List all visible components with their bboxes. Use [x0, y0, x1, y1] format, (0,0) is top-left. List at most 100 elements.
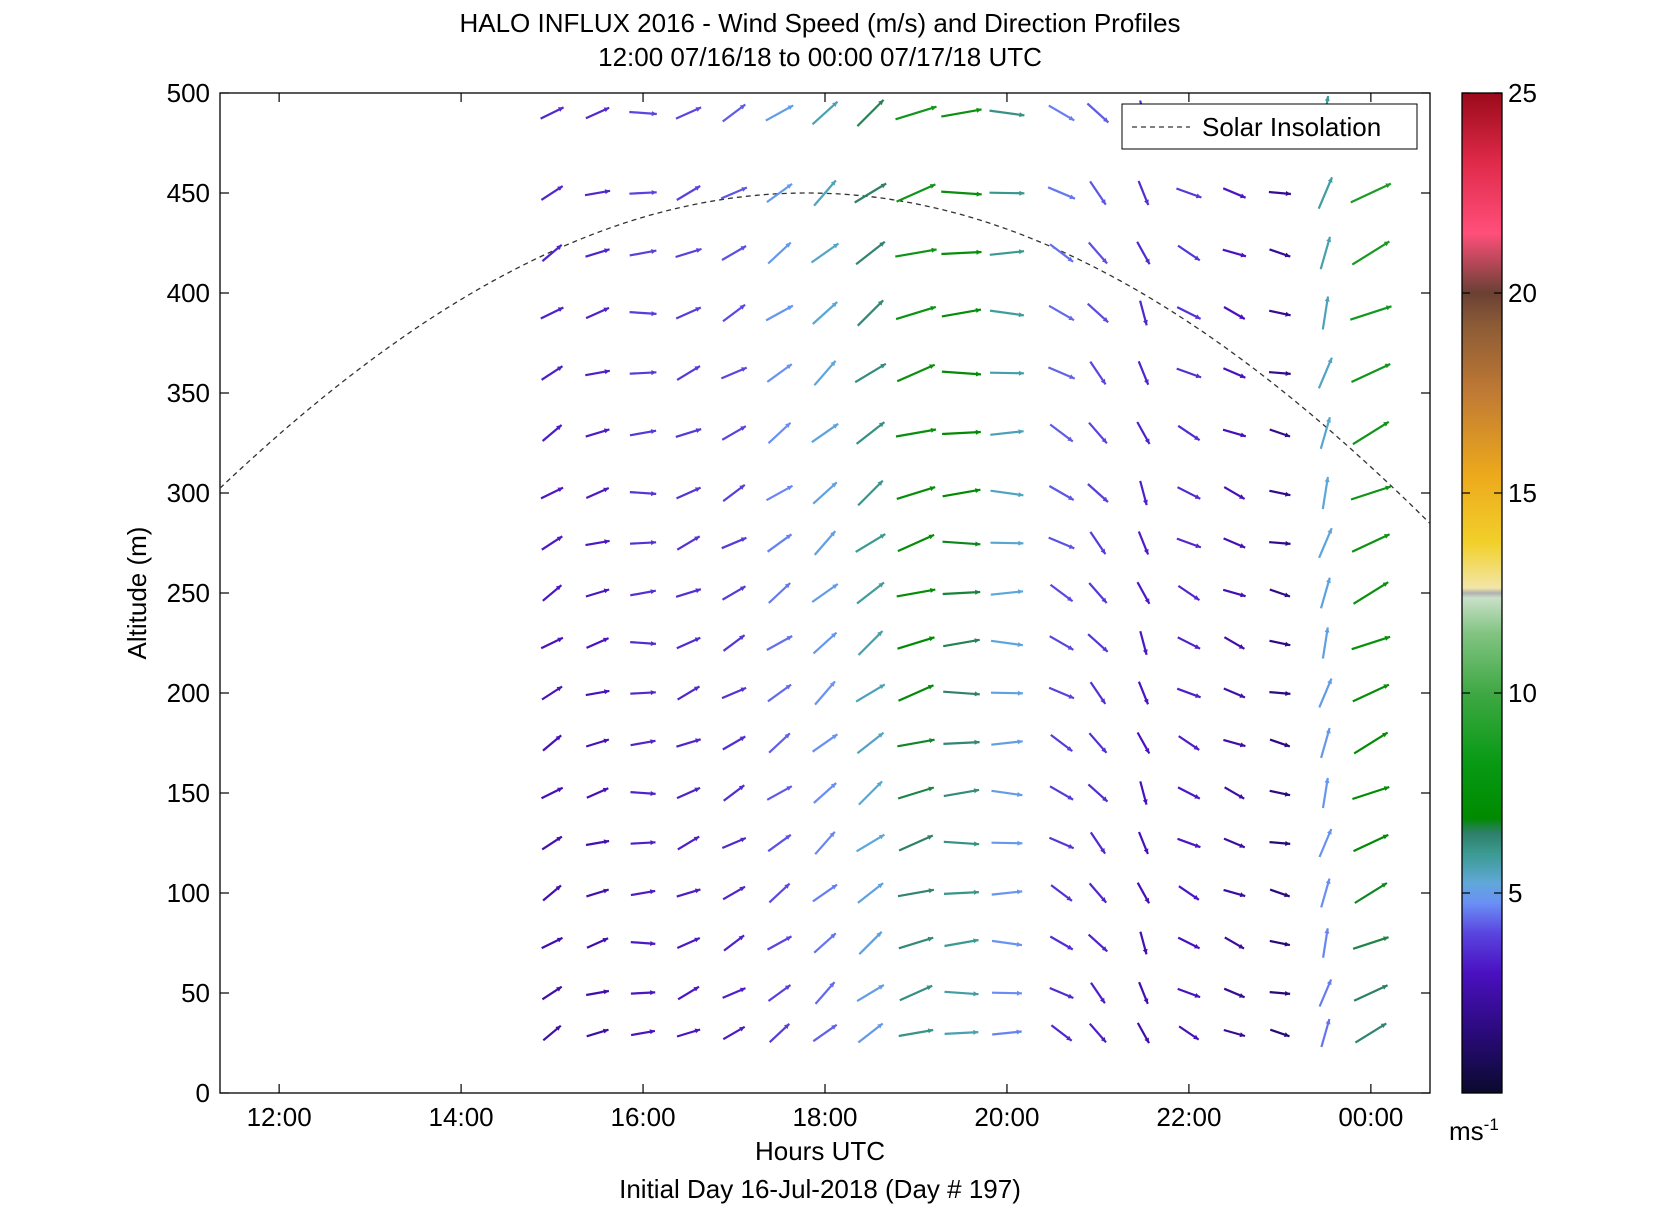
wind-arrow [1269, 428, 1291, 438]
wind-arrow-shaft [898, 936, 934, 950]
wind-arrow-head [604, 689, 610, 695]
wind-arrow-head [602, 787, 609, 793]
wind-arrow-head [831, 884, 838, 890]
wind-arrow [675, 588, 702, 598]
colorbar-tick-label: 25 [1508, 78, 1537, 108]
wind-arrow [629, 249, 657, 257]
wind-arrow-shaft [944, 1031, 979, 1035]
wind-arrow [540, 185, 564, 201]
wind-arrow [1086, 302, 1109, 324]
wind-arrow-head [928, 888, 934, 894]
wind-arrow-head [1018, 312, 1024, 318]
wind-arrow [541, 835, 563, 851]
wind-arrow [1137, 831, 1149, 855]
wind-arrow [1224, 936, 1245, 950]
wind-arrow-head [1016, 889, 1023, 895]
wind-arrow-head [1100, 548, 1106, 555]
wind-arrow-head [1326, 417, 1331, 423]
wind-arrow [856, 581, 885, 605]
wind-arrow-head [830, 933, 836, 939]
y-tick-label: 0 [196, 1078, 210, 1108]
wind-arrow-head [878, 984, 884, 990]
wind-arrow [585, 248, 610, 258]
wind-arrow-shaft [1319, 416, 1331, 450]
wind-arrow-shaft [1321, 777, 1329, 809]
wind-arrow-head [976, 107, 982, 113]
wind-arrow [1223, 537, 1246, 549]
wind-arrow [766, 183, 793, 203]
wind-arrow [897, 533, 935, 553]
wind-arrow [812, 631, 838, 655]
wind-arrow [1137, 531, 1150, 555]
wind-arrow [897, 888, 935, 898]
y-axis-label: Altitude (m) [122, 527, 152, 660]
wind-arrow-head [739, 1026, 745, 1032]
wind-arrow [1321, 476, 1330, 510]
wind-arrow-head [1195, 314, 1201, 319]
wind-arrow-head [1240, 252, 1246, 258]
wind-arrow-head [603, 307, 609, 313]
wind-arrow-head [1327, 829, 1332, 835]
wind-arrow-shaft [857, 882, 884, 904]
wind-arrow-head [1144, 438, 1150, 444]
wind-arrow [540, 486, 564, 500]
wind-arrow-head [1018, 540, 1024, 546]
wind-arrow-head [1324, 627, 1330, 633]
y-tick-label: 150 [167, 778, 210, 808]
wind-arrow [991, 939, 1023, 947]
wind-arrow-head [695, 428, 702, 433]
wind-arrow-head [1382, 985, 1388, 990]
wind-arrow [766, 935, 793, 951]
wind-arrow-head [1019, 112, 1025, 118]
wind-arrow-head [974, 638, 980, 644]
y-tick-label: 450 [167, 178, 210, 208]
wind-arrow-shaft [943, 788, 980, 798]
wind-arrow-head [1285, 491, 1291, 497]
y-tick-label: 500 [167, 78, 210, 108]
wind-arrow-head [1380, 1023, 1387, 1029]
wind-arrow-head [1194, 435, 1200, 441]
wind-arrow [942, 429, 981, 436]
wind-arrow [630, 941, 656, 946]
wind-arrow [1224, 786, 1245, 800]
wind-arrow [541, 424, 563, 442]
wind-arrow [1176, 306, 1202, 320]
wind-arrow [721, 585, 747, 601]
x-tick-label: 14:00 [429, 1102, 494, 1132]
wind-arrow-head [1101, 258, 1108, 264]
wind-arrow [1352, 936, 1389, 950]
wind-arrow-shaft [765, 304, 794, 322]
wind-arrow-shaft [857, 479, 884, 507]
wind-arrow-head [974, 691, 980, 697]
wind-arrow [991, 789, 1023, 797]
wind-arrow [1047, 366, 1076, 380]
wind-arrow-head [739, 736, 746, 742]
wind-arrow-shaft [991, 789, 1023, 797]
wind-arrow [722, 885, 746, 901]
wind-arrow-head [831, 734, 838, 740]
wind-arrow-head [880, 363, 886, 369]
wind-arrow [541, 535, 563, 551]
wind-arrow-head [973, 991, 979, 997]
wind-arrow-head [694, 787, 700, 793]
wind-arrow-head [1069, 374, 1075, 379]
colorbar-tick-label: 5 [1508, 878, 1522, 908]
wind-arrow-shaft [895, 248, 937, 258]
wind-arrow-head [650, 739, 656, 745]
wind-arrow [767, 833, 792, 853]
wind-arrow [676, 738, 702, 748]
wind-arrow-head [1239, 314, 1245, 319]
wind-arrow-head [1324, 96, 1330, 102]
wind-arrow [854, 362, 887, 384]
wind-arrow [1089, 531, 1107, 555]
wind-arrow [812, 883, 838, 903]
wind-arrow-head [1239, 892, 1246, 898]
wind-arrow [941, 249, 982, 256]
wind-arrow-shaft [765, 104, 794, 122]
wind-arrow-head [1194, 993, 1201, 998]
wind-arrow-head [1239, 543, 1246, 548]
wind-arrow [941, 308, 982, 318]
wind-arrow-shaft [989, 109, 1025, 117]
wind-arrow [990, 690, 1023, 696]
wind-arrow-head [694, 536, 700, 541]
